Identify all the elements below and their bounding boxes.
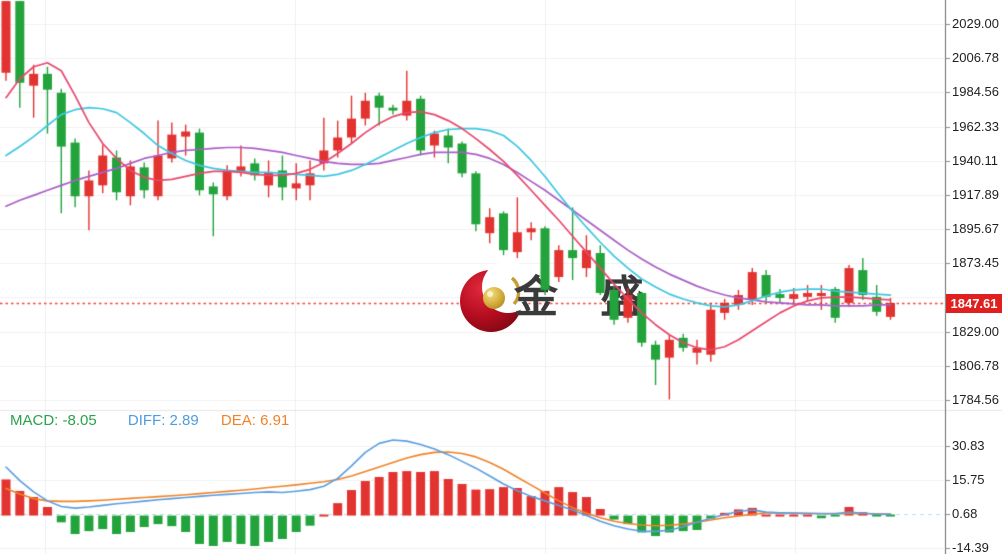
macd-axis-label: 15.75 [952, 472, 985, 487]
macd-value-label: MACD: -8.05 [10, 412, 97, 429]
price-axis-label: 2006.78 [952, 50, 999, 66]
price-axis-label: 1829.00 [952, 323, 999, 339]
macd-axis-label: 0.68 [952, 506, 978, 521]
price-axis-label: 2029.00 [952, 16, 999, 31]
current-price-tag: 1847.61 [946, 293, 1002, 313]
price-axis-label: 1895.67 [952, 221, 999, 237]
price-axis-label: 1984.56 [952, 84, 999, 100]
diff-value-label: DIFF: 2.89 [127, 412, 199, 429]
price-axis-label: 1940.11 [952, 152, 999, 168]
price-axis-label: 1873.45 [952, 255, 999, 271]
dea-value-label: DEA: 6.91 [220, 412, 290, 429]
indicator-header: MACD: -8.05 DIFF: 2.89 DEA: 6.91 [0, 411, 945, 431]
macd-axis-label: 30.83 [952, 438, 985, 453]
price-axis-label: 1784.56 [952, 392, 999, 407]
price-axis-label: 1917.89 [952, 186, 999, 202]
price-axis-label: 1962.33 [952, 118, 999, 134]
price-axis-label: 1806.78 [952, 357, 999, 373]
macd-axis-label: -14.39 [952, 540, 989, 554]
